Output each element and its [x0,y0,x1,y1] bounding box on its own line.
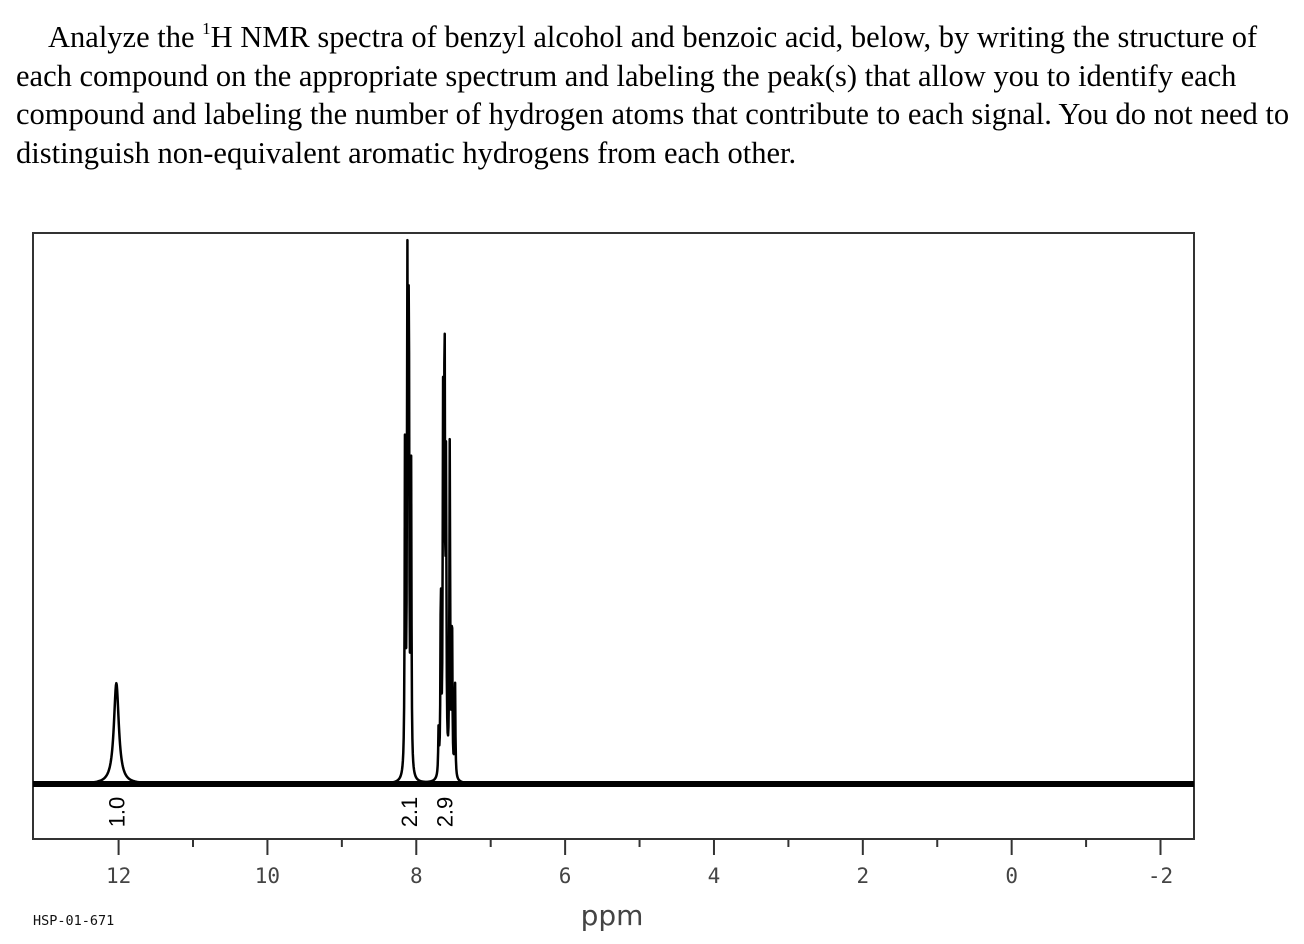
x-tick-label: 2 [856,864,869,888]
x-axis-label: ppm [581,899,644,932]
x-tick-label: -2 [1148,864,1173,888]
x-axis: 12 10 8 6 4 2 0 -2 [106,839,1173,888]
x-tick-label: 10 [255,864,280,888]
question-superscript: 1 [202,18,211,38]
x-tick-label: 4 [708,864,721,888]
x-tick-label: 8 [410,864,423,888]
integral-label: 2.1 [397,797,422,828]
integral-label: 2.9 [433,797,458,828]
question-text: Analyze the 1H NMR spectra of benzyl alc… [16,18,1291,172]
x-tick-label: 6 [559,864,572,888]
spectrum-trace [32,238,1195,786]
integral-label: 1.0 [104,797,129,828]
plot-frame [32,232,1195,840]
spectrum-code: HSP-01-671 [33,913,114,929]
x-tick-label: 12 [106,864,131,888]
integral-labels: 1.0 2.1 2.9 [104,797,457,828]
x-tick-label: 0 [1005,864,1018,888]
question-prefix: Analyze the [48,20,203,54]
question-suffix: H NMR spectra of benzyl alcohol and benz… [16,20,1290,170]
